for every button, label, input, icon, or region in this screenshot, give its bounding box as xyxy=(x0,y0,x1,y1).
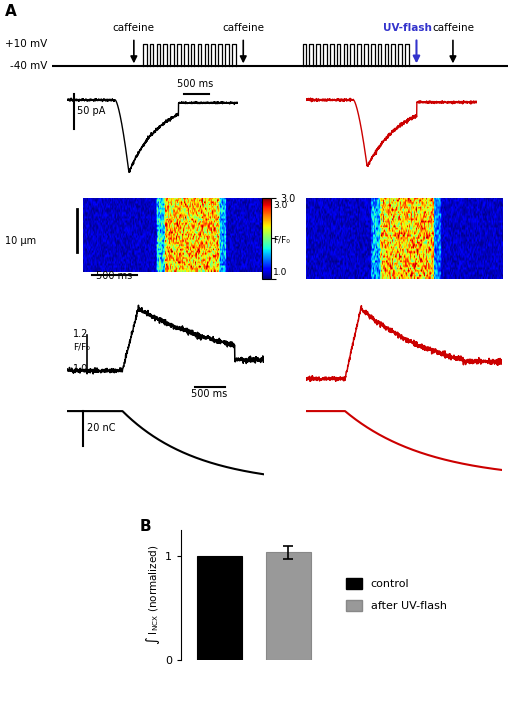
Text: F/F₀: F/F₀ xyxy=(73,342,90,352)
Text: -40 mV: -40 mV xyxy=(10,61,47,71)
Text: F/F₀: F/F₀ xyxy=(273,236,290,244)
Text: B: B xyxy=(140,519,151,534)
Text: 500 ms: 500 ms xyxy=(178,78,213,88)
Text: 10 μm: 10 μm xyxy=(5,237,36,246)
Text: +10 mV: +10 mV xyxy=(5,39,47,49)
Text: UV-flash: UV-flash xyxy=(383,23,432,33)
Text: 1.2: 1.2 xyxy=(73,328,89,339)
Y-axis label: ∫ I$_{\mathrm{NCX}}$ (normalized): ∫ I$_{\mathrm{NCX}}$ (normalized) xyxy=(145,545,163,645)
Text: caffeine: caffeine xyxy=(113,23,155,33)
Text: 500 ms: 500 ms xyxy=(96,271,132,282)
Text: caffeine: caffeine xyxy=(432,23,474,33)
Text: 3.0: 3.0 xyxy=(273,201,287,210)
Text: 50 pA: 50 pA xyxy=(77,107,105,116)
Legend: control, after UV-flash: control, after UV-flash xyxy=(347,578,447,611)
Bar xyxy=(266,553,311,660)
Bar xyxy=(197,556,242,660)
Text: 1.0: 1.0 xyxy=(73,364,89,374)
Text: A: A xyxy=(5,4,17,18)
Text: 500 ms: 500 ms xyxy=(191,389,227,399)
Text: 1.0: 1.0 xyxy=(273,268,287,277)
Text: 20 nC: 20 nC xyxy=(87,424,116,433)
Text: caffeine: caffeine xyxy=(222,23,264,33)
